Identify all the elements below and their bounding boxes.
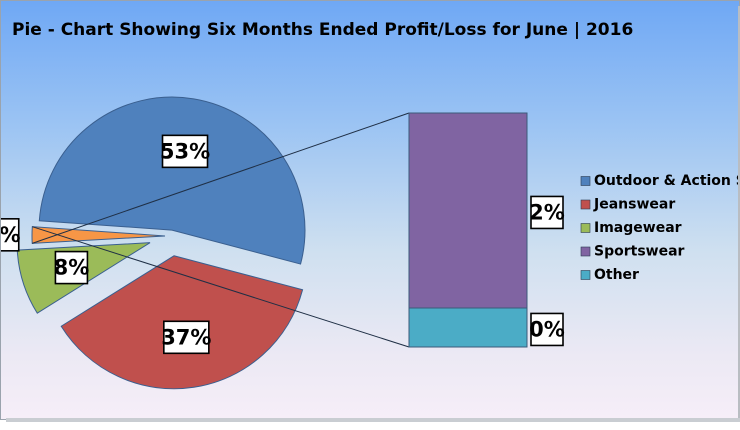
data-label-imagewear: 8% <box>54 250 90 285</box>
svg-text:53%: 53% <box>160 139 210 163</box>
chart-area: Pie - Chart Showing Six Months Ended Pro… <box>0 0 740 420</box>
svg-text:0%: 0% <box>529 317 565 341</box>
stacked-bar <box>408 112 528 348</box>
data-label-other: 0% <box>529 312 565 347</box>
legend-swatch-outdoor-action-spo <box>580 176 591 186</box>
legend-swatch-jeanswear <box>580 199 591 210</box>
svg-text:2%: 2% <box>529 200 565 224</box>
data-label-jeanswear: 37% <box>161 320 211 355</box>
data-label-other-combined: 2% <box>1 218 21 252</box>
pie-slice-other-combined <box>31 226 166 244</box>
chart-title: Pie - Chart Showing Six Months Ended Pro… <box>12 20 634 40</box>
bar-segment-sportswear <box>408 112 528 309</box>
frame-shadow-bottom <box>6 418 740 422</box>
svg-text:2%: 2% <box>1 223 21 247</box>
pie-slice-outdoor-action-sports <box>38 96 306 265</box>
data-label-sportswear: 2% <box>529 195 565 230</box>
connector-lines <box>32 112 410 348</box>
frame-shadow-right <box>738 6 740 420</box>
legend-label-outdoor-action-spo: Outdoor & Action Spo <box>594 173 739 189</box>
chart-canvas: 53% 37% 8% 2% 2% 0% Outdoor & Action Spo Jeans… <box>1 96 739 390</box>
connector-line-bottom <box>32 226 410 348</box>
data-label-outdoor-action-sports: 53% <box>160 134 210 169</box>
legend-label-sportswear: Sportswear <box>594 244 685 260</box>
legend-label-other: Other <box>594 267 639 283</box>
svg-text:37%: 37% <box>161 325 211 349</box>
svg-text:8%: 8% <box>54 256 90 280</box>
legend-swatch-other <box>580 270 591 280</box>
legend-swatch-imagewear <box>580 223 591 233</box>
legend: Outdoor & Action Spo Jeanswear Imagewear Sp… <box>580 173 739 283</box>
legend-label-jeanswear: Jeanswear <box>593 197 675 213</box>
data-labels: 53% 37% 8% 2% 2% 0% <box>1 134 565 355</box>
connector-line-top <box>32 112 410 244</box>
legend-swatch-sportswear <box>580 246 591 257</box>
bar-segment-other <box>408 307 528 348</box>
legend-label-imagewear: Imagewear <box>594 220 682 236</box>
